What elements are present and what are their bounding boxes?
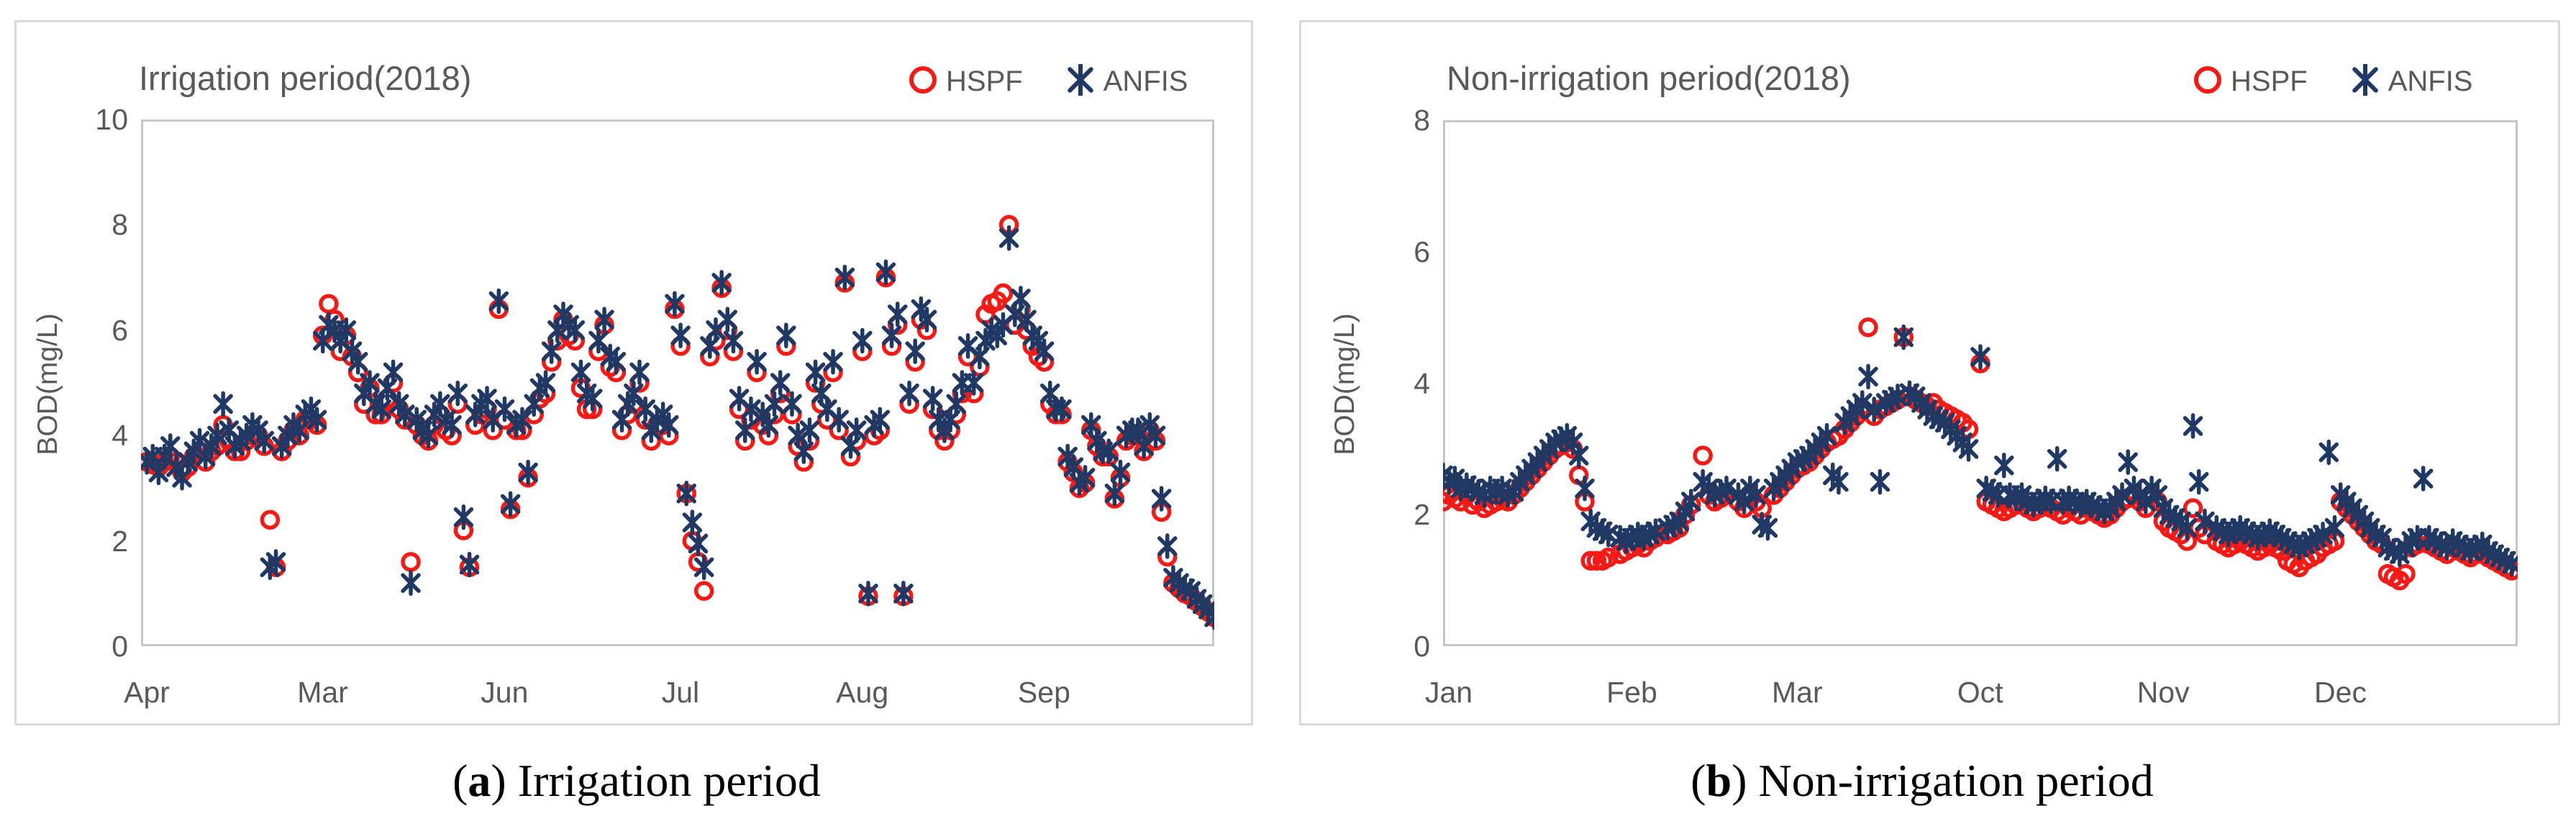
y-tick-label: 2 xyxy=(1414,498,1430,532)
legend-item-hspf: HSPF xyxy=(907,64,1023,99)
legend: HSPF ANFIS xyxy=(2192,62,2473,99)
legend-item-anfis: ANFIS xyxy=(2349,62,2473,99)
caption-a: (a) Irrigation period xyxy=(452,755,821,806)
chart-title: Non-irrigation period(2018) xyxy=(1447,59,1851,97)
x-tick-label: Jan xyxy=(1424,676,1473,709)
anfis-asterisk-icon xyxy=(2349,62,2381,99)
x-tick-label: Mar xyxy=(297,676,348,709)
legend-label-hspf: HSPF xyxy=(2231,65,2308,97)
scatter-canvas xyxy=(1433,120,2522,646)
y-tick-label: 6 xyxy=(111,313,128,347)
x-tick-label: Nov xyxy=(2136,676,2190,709)
caption-row: (a) Irrigation period (b) Non-irrigation… xyxy=(0,754,2576,819)
y-tick-label: 4 xyxy=(111,419,128,453)
chart-title: Irrigation period(2018) xyxy=(139,59,472,97)
y-tick-label: 2 xyxy=(111,524,128,558)
x-tick-label: Sep xyxy=(1017,676,1070,709)
hspf-circle-icon xyxy=(2192,64,2224,99)
legend-item-anfis: ANFIS xyxy=(1065,62,1188,99)
x-tick-label: Aug xyxy=(836,676,889,709)
hspf-circle-icon xyxy=(907,64,939,99)
x-tick-label: Jun xyxy=(481,676,529,709)
x-tick-label: Jul xyxy=(661,676,700,709)
scatter-canvas xyxy=(137,119,1224,646)
y-tick-label: 6 xyxy=(1414,235,1430,268)
non-irrigation-chart-panel: Non-irrigation period(2018) HSPF ANFIS B… xyxy=(1299,20,2560,725)
anfis-asterisk-icon xyxy=(1065,62,1096,99)
y-tick-label: 0 xyxy=(1414,630,1430,663)
x-tick-label: Dec xyxy=(2314,676,2367,709)
legend-item-hspf: HSPF xyxy=(2192,64,2308,99)
y-tick-label: 4 xyxy=(1414,366,1430,400)
plot-area xyxy=(137,119,1224,646)
legend: HSPF ANFIS xyxy=(907,62,1188,99)
legend-label-hspf: HSPF xyxy=(946,65,1023,97)
y-tick-label: 0 xyxy=(111,630,128,663)
x-tick-label: Feb xyxy=(1606,676,1657,709)
y-axis-label: BOD(mg/L) xyxy=(32,313,63,456)
y-tick-label: 10 xyxy=(95,103,128,136)
plot-area xyxy=(1433,120,2522,646)
legend-label-anfis: ANFIS xyxy=(1103,65,1188,97)
legend-label-anfis: ANFIS xyxy=(2388,65,2473,97)
y-tick-label: 8 xyxy=(1414,104,1430,137)
irrigation-chart-panel: Irrigation period(2018) HSPF ANFIS BOD(m… xyxy=(14,20,1253,725)
caption-b: (b) Non-irrigation period xyxy=(1690,755,2154,806)
x-tick-label: Apr xyxy=(124,676,170,709)
y-tick-label: 8 xyxy=(111,208,128,242)
x-tick-label: Mar xyxy=(1772,676,1823,709)
x-tick-label: Oct xyxy=(1957,676,2003,709)
